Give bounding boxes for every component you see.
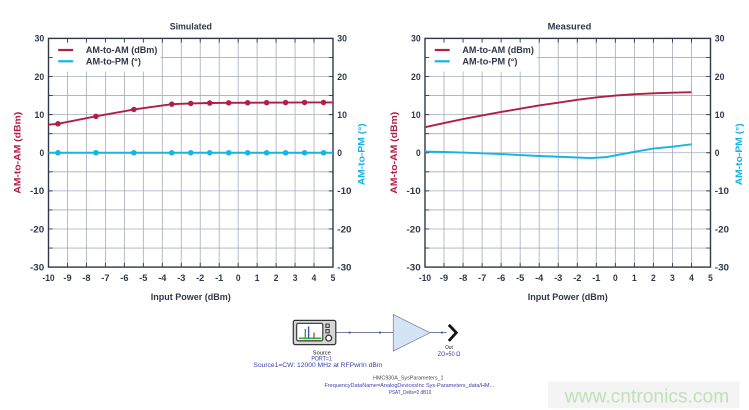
svg-text:Simulated: Simulated — [170, 21, 212, 32]
svg-text:3: 3 — [293, 273, 298, 284]
svg-text:-20: -20 — [407, 224, 421, 235]
svg-text:-10: -10 — [715, 186, 729, 197]
svg-text:-5: -5 — [516, 273, 525, 284]
svg-text:-7: -7 — [478, 273, 486, 284]
svg-text:1: 1 — [255, 273, 260, 284]
svg-text:PORT=1: PORT=1 — [311, 357, 332, 363]
svg-text:-6: -6 — [120, 273, 128, 284]
svg-text:-30: -30 — [715, 262, 729, 273]
svg-text:0: 0 — [40, 148, 45, 159]
svg-text:-2: -2 — [196, 273, 204, 284]
svg-text:AM-to-AM (dBm): AM-to-AM (dBm) — [389, 112, 400, 194]
svg-text:2: 2 — [651, 273, 656, 284]
svg-text:-10: -10 — [419, 273, 431, 284]
svg-text:www.cntronics.com: www.cntronics.com — [564, 385, 729, 407]
svg-text:Source1=CW: 12000 MHz at RFPwr: Source1=CW: 12000 MHz at RFPwrIn dBm — [253, 362, 382, 369]
svg-text:-30: -30 — [407, 262, 421, 273]
svg-text:30: 30 — [35, 34, 45, 45]
svg-text:-20: -20 — [30, 224, 44, 235]
svg-text:ZO=50 Ω: ZO=50 Ω — [438, 352, 461, 358]
svg-text:1: 1 — [632, 273, 637, 284]
svg-text:4: 4 — [312, 273, 317, 284]
svg-text:-1: -1 — [592, 273, 601, 284]
svg-text:0: 0 — [236, 273, 241, 284]
svg-text:20: 20 — [411, 72, 421, 83]
svg-text:20: 20 — [715, 72, 725, 83]
svg-text:30: 30 — [715, 34, 725, 45]
svg-text:-3: -3 — [177, 273, 185, 284]
svg-text:-10: -10 — [30, 186, 44, 197]
svg-text:10: 10 — [35, 110, 45, 121]
svg-text:AM-to-AM (dBm): AM-to-AM (dBm) — [462, 45, 534, 55]
svg-text:-9: -9 — [63, 273, 71, 284]
svg-text:-8: -8 — [82, 273, 91, 284]
svg-text:-10: -10 — [407, 186, 421, 197]
svg-text:AM-to-PM (°): AM-to-PM (°) — [734, 123, 745, 185]
svg-text:-20: -20 — [715, 224, 729, 235]
svg-text:0: 0 — [416, 148, 421, 159]
svg-text:0: 0 — [337, 148, 342, 159]
svg-text:30: 30 — [411, 34, 421, 45]
svg-text:AM-to-PM (°): AM-to-PM (°) — [356, 123, 367, 185]
svg-text:AM-to-AM (dBm): AM-to-AM (dBm) — [86, 45, 157, 55]
svg-text:PSAT_Delta=2 dB10: PSAT_Delta=2 dB10 — [389, 390, 432, 396]
svg-text:-2: -2 — [573, 273, 581, 284]
svg-text:-10: -10 — [337, 186, 351, 197]
svg-text:3: 3 — [670, 273, 675, 284]
svg-text:-7: -7 — [101, 273, 109, 284]
svg-text:AM-to-AM (dBm): AM-to-AM (dBm) — [12, 112, 23, 194]
svg-text:-20: -20 — [337, 224, 351, 235]
svg-text:0: 0 — [613, 273, 618, 284]
svg-text:-5: -5 — [139, 273, 148, 284]
svg-text:-4: -4 — [535, 273, 544, 284]
svg-text:0: 0 — [715, 148, 720, 159]
svg-text:FrequencyDataName=AnalogDevice: FrequencyDataName=AnalogDevicesInc Sys-P… — [324, 383, 494, 389]
svg-text:-3: -3 — [554, 273, 562, 284]
svg-text:-1: -1 — [215, 273, 224, 284]
svg-text:-6: -6 — [497, 273, 505, 284]
svg-text:Input Power (dBm): Input Power (dBm) — [151, 292, 231, 303]
svg-text:5: 5 — [708, 273, 713, 284]
svg-text:-30: -30 — [30, 262, 44, 273]
svg-text:10: 10 — [411, 110, 421, 121]
svg-text:-8: -8 — [459, 273, 468, 284]
svg-text:AM-to-PM (°): AM-to-PM (°) — [86, 57, 141, 67]
svg-text:2: 2 — [274, 273, 279, 284]
svg-text:30: 30 — [337, 34, 347, 45]
svg-text:Input Power (dBm): Input Power (dBm) — [528, 292, 608, 303]
svg-text:Measured: Measured — [548, 21, 592, 32]
svg-text:20: 20 — [337, 72, 347, 83]
svg-text:-10: -10 — [42, 273, 54, 284]
svg-text:10: 10 — [337, 110, 347, 121]
svg-text:5: 5 — [331, 273, 336, 284]
svg-text:Out: Out — [445, 345, 453, 351]
svg-text:Source: Source — [313, 350, 331, 356]
svg-text:-30: -30 — [337, 262, 351, 273]
svg-text:10: 10 — [715, 110, 725, 121]
svg-text:20: 20 — [35, 72, 45, 83]
svg-text:-4: -4 — [158, 273, 167, 284]
svg-text:AM-to-PM (°): AM-to-PM (°) — [462, 57, 517, 67]
svg-text:-9: -9 — [440, 273, 448, 284]
svg-text:HMC930A_SysParameters_1: HMC930A_SysParameters_1 — [373, 376, 443, 382]
svg-text:4: 4 — [689, 273, 694, 284]
